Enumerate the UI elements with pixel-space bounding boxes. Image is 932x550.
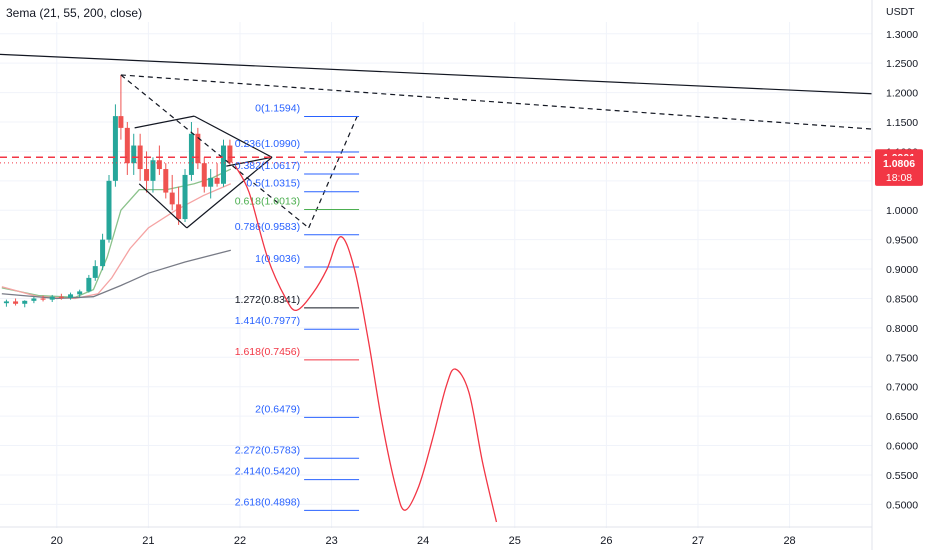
- candle-body: [118, 116, 124, 128]
- x-tick-label: 23: [325, 535, 337, 547]
- indicator-legend: 3ema (21, 55, 200, close): [6, 6, 143, 20]
- trendline-6: [193, 115, 273, 158]
- candle-body: [40, 298, 46, 300]
- candle-body: [150, 160, 156, 181]
- fib-level-label: 1(0.9036): [255, 253, 300, 265]
- fib-level-label: 1.618(0.7456): [235, 346, 300, 358]
- y-tick-label: 1.0000: [886, 205, 918, 217]
- y-tick-label: 0.5000: [886, 499, 918, 511]
- candle-body: [188, 133, 194, 175]
- y-tick-label: 0.6500: [886, 411, 918, 423]
- candle-body: [227, 145, 233, 163]
- y-tick-label: 1.2500: [886, 58, 918, 70]
- y-tick-label: 0.8000: [886, 323, 918, 335]
- y-tick-label: 0.5500: [886, 470, 918, 482]
- candle-body: [106, 180, 112, 240]
- candle-body: [176, 204, 182, 220]
- x-tick-label: 22: [234, 535, 246, 547]
- fib-level-label: 0.786(0.9583): [235, 221, 300, 233]
- candle-body: [137, 145, 143, 170]
- candle-body: [13, 301, 19, 304]
- candle-body: [156, 160, 162, 170]
- candle-body: [220, 145, 226, 184]
- trendline-3: [120, 74, 310, 229]
- fib-level-label: 2.618(0.4898): [235, 496, 300, 508]
- candle-body: [77, 291, 83, 295]
- price-badge-current: [875, 155, 923, 186]
- ema-line-2: [1, 183, 232, 300]
- candle-body: [100, 239, 106, 267]
- trendline-1: [0, 53, 873, 95]
- candle-body: [169, 192, 175, 205]
- y-tick-label: 0.6000: [886, 441, 918, 453]
- y-tick-label: 0.8500: [886, 293, 918, 305]
- y-tick-label: 0.7500: [886, 352, 918, 364]
- y-tick-label: 1.2000: [886, 88, 918, 100]
- candle-body: [163, 169, 169, 193]
- x-tick-label: 25: [509, 535, 521, 547]
- candle-body: [201, 163, 207, 187]
- fib-level-label: 2(0.6479): [255, 403, 300, 415]
- y-tick-label: 0.9500: [886, 235, 918, 247]
- fib-level-label: 2.414(0.5420): [235, 466, 300, 478]
- currency-label: USDT: [886, 6, 915, 18]
- candle-body: [31, 298, 37, 301]
- y-tick-label: 1.1500: [886, 117, 918, 129]
- trendline-7: [138, 183, 188, 229]
- price-badge-current-text: 1.0806: [883, 158, 915, 170]
- ema-line-3: [1, 249, 231, 300]
- candle-body: [86, 277, 92, 292]
- fib-level-label: 1.414(0.7977): [235, 315, 300, 327]
- candle-body: [49, 296, 55, 300]
- candle-body: [144, 169, 150, 181]
- y-tick-label: 1.3000: [886, 29, 918, 41]
- x-tick-label: 24: [417, 535, 429, 547]
- fib-level-label: 0.618(1.0013): [235, 195, 300, 207]
- fib-level-label: 2.272(0.5783): [235, 444, 300, 456]
- candle-body: [3, 301, 9, 304]
- candle-body: [208, 177, 214, 187]
- fib-level-label: 0(1.1594): [255, 102, 300, 114]
- candle-body: [131, 145, 137, 164]
- projection-curve: [234, 165, 498, 523]
- x-tick-label: 27: [692, 535, 704, 547]
- trendline-9: [226, 156, 273, 167]
- trendline-8: [186, 156, 273, 229]
- countdown-timer: 18:08: [886, 172, 912, 184]
- candle-body: [112, 116, 118, 181]
- candle-body: [124, 127, 130, 164]
- x-tick-label: 26: [600, 535, 612, 547]
- candle-body: [182, 174, 188, 220]
- x-tick-label: 21: [142, 535, 154, 547]
- y-tick-label: 0.7000: [886, 382, 918, 394]
- candle-body: [22, 300, 28, 304]
- fib-level-label: 1.272(0.8341): [235, 294, 300, 306]
- fib-level-label: 0.236(1.0990): [235, 138, 300, 150]
- candle-body: [58, 296, 64, 298]
- x-tick-label: 28: [783, 535, 795, 547]
- trendline-5: [134, 115, 195, 129]
- candle-body: [214, 177, 220, 184]
- candle-body: [92, 266, 98, 278]
- candle-body: [68, 294, 74, 298]
- x-tick-label: 20: [51, 535, 63, 547]
- fib-level-label: 0.382(1.0617): [235, 160, 300, 172]
- y-tick-label: 0.9000: [886, 264, 918, 276]
- fib-level-label: 0.5(1.0315): [246, 178, 300, 190]
- candle-body: [195, 133, 201, 164]
